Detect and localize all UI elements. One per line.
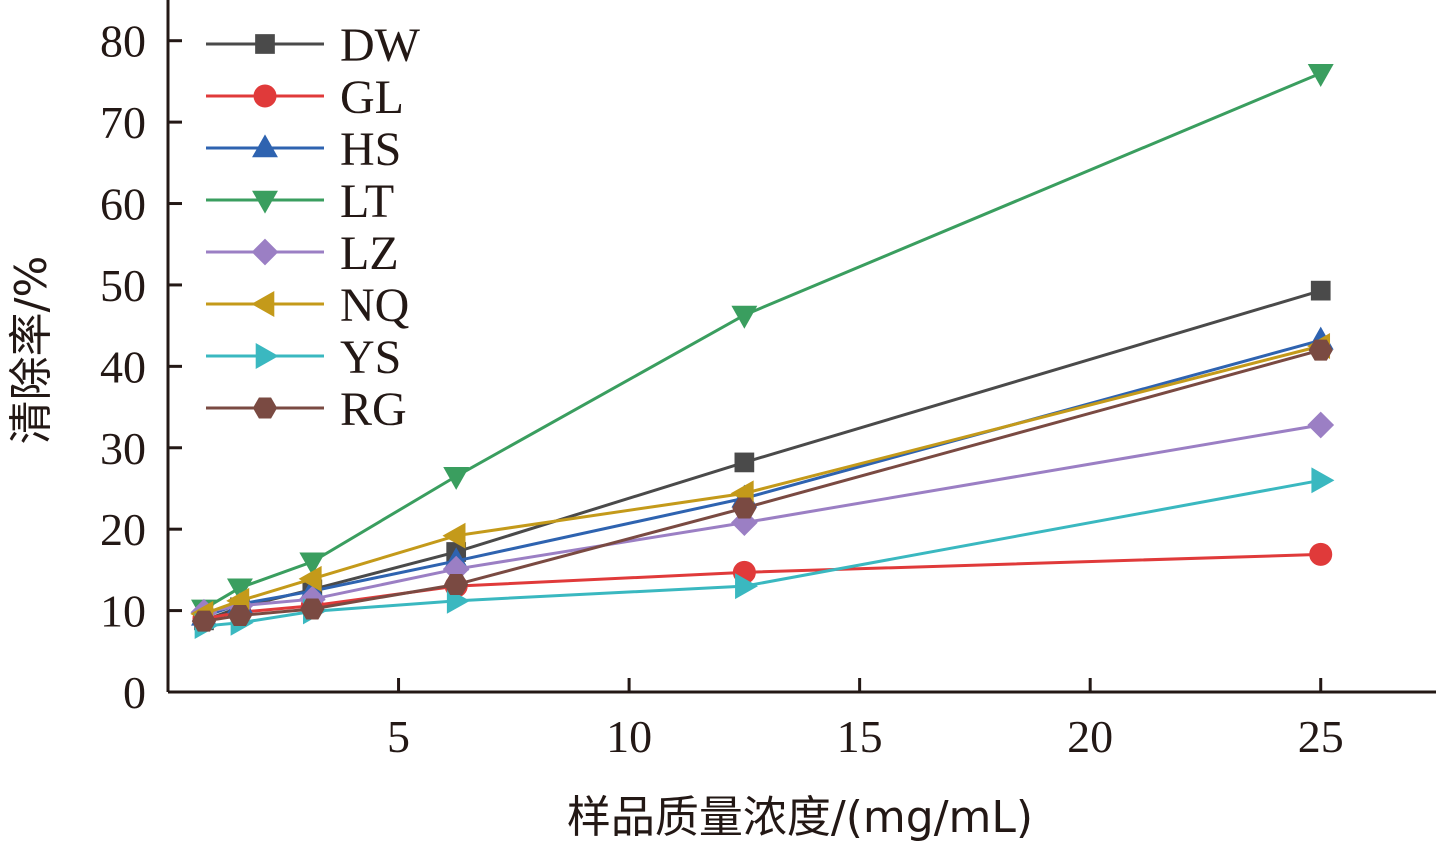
x-tick-label: 15	[837, 711, 883, 762]
legend-entry-hs: HS	[206, 123, 401, 176]
legend-marker	[253, 84, 277, 108]
x-tick-label: 10	[606, 711, 652, 762]
legend-label: RG	[340, 383, 407, 436]
data-point-rg	[732, 497, 757, 519]
legend-entry-rg: RG	[206, 383, 407, 436]
data-point-lt	[1307, 63, 1334, 87]
legend-label: NQ	[340, 279, 409, 332]
series-gl	[192, 542, 1333, 631]
data-point-lt	[731, 305, 758, 329]
legend-marker	[252, 134, 278, 158]
y-tick-label: 30	[100, 423, 146, 474]
y-tick-label: 80	[100, 16, 146, 67]
y-tick-label: 0	[123, 667, 146, 718]
y-tick-label: 60	[100, 179, 146, 230]
data-point-lt	[299, 552, 326, 576]
y-tick-label: 40	[100, 341, 146, 392]
data-point-rg	[300, 598, 325, 620]
legend-entry-gl: GL	[206, 71, 404, 124]
x-axis-title: 样品质量浓度/(mg/mL)	[567, 792, 1033, 841]
data-point-rg	[1308, 339, 1333, 361]
legend-entry-ys: YS	[206, 331, 401, 384]
data-point-dw	[734, 452, 755, 473]
y-tick-label: 50	[100, 260, 146, 311]
data-point-nq	[442, 522, 466, 549]
x-tick-label: 25	[1298, 711, 1344, 762]
y-axis-title: 清除率/%	[6, 256, 57, 445]
legend-label: LT	[340, 175, 394, 228]
axes: 0 10 20 30 40 50 60 70 80 5 10 15 20 25	[100, 0, 1436, 762]
y-tick-label: 70	[100, 97, 146, 148]
y-tick-label: 10	[100, 586, 146, 637]
data-point-lz	[1307, 411, 1335, 439]
data-point-rg	[444, 574, 469, 596]
data-point-gl	[1309, 542, 1333, 566]
y-tick-label: 20	[100, 504, 146, 555]
series-layer	[190, 63, 1335, 640]
data-point-nq	[298, 565, 322, 592]
data-point-rg	[227, 604, 253, 626]
legend-label: LZ	[340, 227, 399, 280]
legend-label: GL	[340, 71, 404, 124]
series-line-lt	[203, 71, 1322, 611]
legend-entry-dw: DW	[206, 19, 421, 72]
series-lz	[190, 411, 1335, 626]
legend-label: HS	[340, 123, 401, 176]
legend-label: DW	[340, 19, 421, 72]
data-point-dw	[1310, 280, 1331, 301]
legend-entry-lt: LT	[206, 175, 394, 228]
data-point-lt	[443, 466, 470, 490]
data-point-ys	[1311, 467, 1335, 494]
legend-marker	[255, 343, 279, 369]
legend-entry-lz: LZ	[206, 227, 399, 280]
legend-marker	[251, 238, 279, 266]
legend-marker	[252, 190, 278, 214]
x-tick-label: 20	[1067, 711, 1113, 762]
data-point-rg	[191, 610, 217, 632]
legend-label: YS	[340, 331, 401, 384]
series-rg	[191, 339, 1333, 632]
legend-marker	[251, 291, 275, 317]
legend-marker	[252, 397, 278, 419]
data-point-ys	[735, 573, 759, 600]
legend-entry-nq: NQ	[206, 279, 409, 332]
x-tick-label: 5	[387, 711, 410, 762]
legend-marker	[255, 34, 275, 54]
